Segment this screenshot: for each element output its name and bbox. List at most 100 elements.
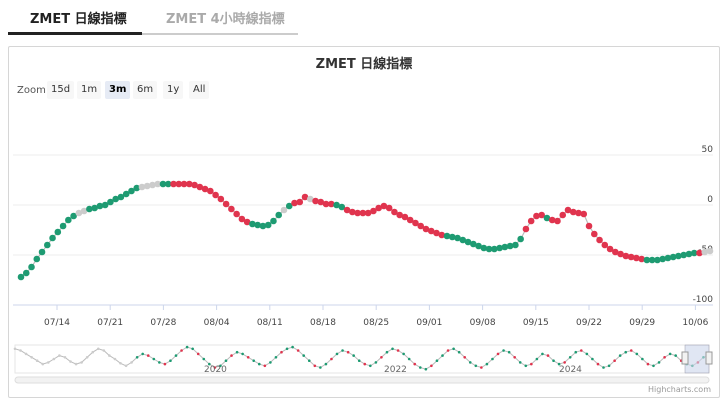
navigator-right-handle[interactable]	[705, 351, 713, 365]
highcharts-credit[interactable]: Highcharts.com	[648, 385, 711, 394]
navigator-point	[213, 366, 217, 369]
data-point	[601, 241, 609, 249]
data-point	[280, 206, 288, 214]
data-point	[233, 210, 240, 218]
data-point	[54, 228, 62, 236]
navigator-scrollbar[interactable]	[14, 376, 710, 384]
zoom-1y-button[interactable]: 1y	[163, 81, 184, 99]
navigator-point	[524, 364, 528, 368]
zoom-3m-button[interactable]: 3m	[105, 81, 131, 99]
data-point	[575, 209, 582, 217]
navigator-point	[624, 350, 628, 354]
active-tab-underline	[8, 32, 142, 35]
data-point	[454, 234, 461, 242]
data-point	[349, 208, 356, 216]
data-point	[654, 256, 661, 264]
zoom-15d-button[interactable]: 15d	[47, 81, 75, 99]
x-tick-label: 08/04	[204, 318, 230, 328]
navigator-point	[391, 347, 394, 351]
data-point	[38, 248, 46, 256]
x-tick-label: 09/22	[576, 318, 602, 328]
x-tick-label: 09/01	[416, 318, 442, 328]
navigator-point	[91, 350, 95, 354]
data-point	[385, 204, 393, 212]
x-tick-label: 08/18	[310, 318, 336, 328]
data-point	[675, 252, 682, 260]
navigator-point	[63, 356, 67, 359]
data-point	[186, 180, 193, 188]
navigator-point	[113, 357, 117, 361]
navigator-point	[618, 354, 622, 357]
navigator-point	[530, 362, 533, 366]
data-point	[648, 256, 656, 264]
navigator-point	[402, 352, 405, 356]
navigator-point	[580, 349, 583, 352]
navigator-point	[124, 364, 128, 368]
navigator-point	[485, 362, 489, 366]
data-point	[22, 269, 30, 277]
navigator-year-label: 2024	[559, 365, 582, 375]
data-point	[412, 219, 419, 227]
navigator-point	[307, 359, 311, 363]
data-point	[685, 250, 693, 258]
data-point	[543, 214, 551, 222]
data-point	[243, 218, 251, 226]
navigator-point	[613, 359, 616, 363]
y-tick-label: 0	[707, 195, 713, 205]
data-point	[343, 206, 351, 214]
data-point	[107, 198, 114, 206]
data-point	[701, 248, 709, 256]
navigator-point	[219, 364, 222, 368]
zoom-1m-button[interactable]: 1m	[77, 81, 102, 99]
data-point	[433, 229, 440, 237]
data-point	[43, 241, 51, 249]
tab-bar: ZMET 日線指標 ZMET 4小時線指標	[8, 0, 298, 36]
navigator-point	[13, 347, 17, 351]
zoom-6m-button[interactable]: 6m	[133, 81, 158, 99]
data-point	[117, 193, 125, 201]
data-point	[427, 227, 435, 235]
x-tick-label: 09/15	[523, 318, 549, 328]
data-point	[196, 183, 204, 191]
navigator-left-handle[interactable]	[681, 351, 689, 365]
tab-4hour-indicator[interactable]: ZMET 4小時線指標	[166, 12, 285, 27]
data-point	[643, 256, 651, 264]
navigator-point	[518, 361, 522, 364]
x-tick-label: 08/25	[363, 318, 389, 328]
navigator-point	[274, 356, 278, 359]
data-point	[75, 209, 83, 217]
data-point	[254, 221, 261, 229]
navigator-point	[313, 364, 317, 368]
data-point	[101, 201, 109, 209]
navigator-point	[335, 352, 339, 356]
navigator-point	[291, 345, 294, 349]
data-point	[391, 208, 398, 216]
data-point	[612, 248, 619, 256]
zoom-all-button[interactable]: All	[189, 81, 210, 99]
navigator-point	[541, 352, 544, 356]
navigator-point	[491, 357, 494, 361]
navigator-point	[235, 350, 239, 354]
x-tick-label: 10/06	[682, 318, 708, 328]
navigator-point	[252, 359, 256, 363]
data-point	[180, 180, 188, 188]
tab-daily-indicator[interactable]: ZMET 日線指標	[30, 12, 127, 27]
navigator-point	[568, 356, 572, 359]
navigator-point	[396, 349, 400, 352]
data-point	[690, 249, 698, 257]
navigator-point	[463, 356, 467, 359]
chart-svg[interactable]: 500-50-10007/1407/2107/2808/0408/1108/18…	[9, 47, 719, 397]
data-point	[201, 185, 209, 193]
data-point	[264, 221, 272, 229]
navigator-point	[169, 359, 172, 363]
navigator-point	[108, 354, 111, 357]
navigator-point	[607, 364, 611, 368]
data-point	[533, 212, 540, 220]
navigator-selected-range	[684, 344, 710, 374]
data-point	[464, 238, 472, 246]
x-tick-label: 07/14	[44, 318, 70, 328]
navigator-point	[74, 362, 78, 366]
navigator-point	[535, 357, 539, 361]
data-point	[512, 241, 519, 249]
navigator-point	[657, 361, 661, 364]
